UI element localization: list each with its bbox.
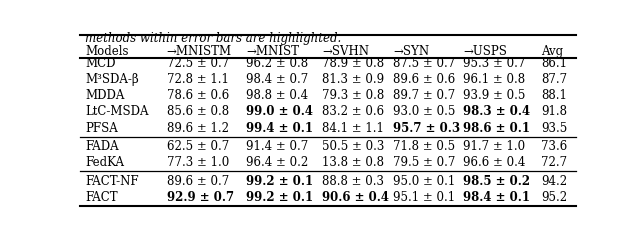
Text: 99.0 ± 0.4: 99.0 ± 0.4 <box>246 105 313 118</box>
Text: 13.8 ± 0.8: 13.8 ± 0.8 <box>322 156 384 169</box>
Text: M³SDA-β: M³SDA-β <box>85 73 139 85</box>
Text: FACT-NF: FACT-NF <box>85 174 139 187</box>
Text: →MNISTM: →MNISTM <box>167 45 232 58</box>
Text: 92.9 ± 0.7: 92.9 ± 0.7 <box>167 190 234 203</box>
Text: MDDA: MDDA <box>85 89 124 102</box>
Text: 95.0 ± 0.1: 95.0 ± 0.1 <box>394 174 456 187</box>
Text: 77.3 ± 1.0: 77.3 ± 1.0 <box>167 156 229 169</box>
Text: 93.9 ± 0.5: 93.9 ± 0.5 <box>463 89 525 102</box>
Text: methods within error bars are highlighted.: methods within error bars are highlighte… <box>85 32 341 45</box>
Text: PFSA: PFSA <box>85 121 118 134</box>
Text: Models: Models <box>85 45 129 58</box>
Text: MCD: MCD <box>85 56 115 69</box>
Text: 72.8 ± 1.1: 72.8 ± 1.1 <box>167 73 228 85</box>
Text: →SVHN: →SVHN <box>322 45 369 58</box>
Text: 91.7 ± 1.0: 91.7 ± 1.0 <box>463 139 525 153</box>
Text: 96.2 ± 0.8: 96.2 ± 0.8 <box>246 56 308 69</box>
Text: 95.1 ± 0.1: 95.1 ± 0.1 <box>394 190 456 203</box>
Text: 95.7 ± 0.3: 95.7 ± 0.3 <box>394 121 461 134</box>
Text: 85.6 ± 0.8: 85.6 ± 0.8 <box>167 105 229 118</box>
Text: 96.4 ± 0.2: 96.4 ± 0.2 <box>246 156 308 169</box>
Text: 86.1: 86.1 <box>541 56 567 69</box>
Text: 91.4 ± 0.7: 91.4 ± 0.7 <box>246 139 308 153</box>
Text: →USPS: →USPS <box>463 45 507 58</box>
Text: FACT: FACT <box>85 190 118 203</box>
Text: 62.5 ± 0.7: 62.5 ± 0.7 <box>167 139 229 153</box>
Text: 99.2 ± 0.1: 99.2 ± 0.1 <box>246 190 314 203</box>
Text: 98.6 ± 0.1: 98.6 ± 0.1 <box>463 121 530 134</box>
Text: 88.8 ± 0.3: 88.8 ± 0.3 <box>322 174 384 187</box>
Text: 72.5 ± 0.7: 72.5 ± 0.7 <box>167 56 229 69</box>
Text: 91.8: 91.8 <box>541 105 567 118</box>
Text: 81.3 ± 0.9: 81.3 ± 0.9 <box>322 73 384 85</box>
Text: 87.7: 87.7 <box>541 73 568 85</box>
Text: 93.5: 93.5 <box>541 121 568 134</box>
Text: 73.6: 73.6 <box>541 139 568 153</box>
Text: 87.5 ± 0.7: 87.5 ± 0.7 <box>394 56 456 69</box>
Text: LtC-MSDA: LtC-MSDA <box>85 105 148 118</box>
Text: 96.6 ± 0.4: 96.6 ± 0.4 <box>463 156 525 169</box>
Text: 72.7: 72.7 <box>541 156 568 169</box>
Text: 98.4 ± 0.7: 98.4 ± 0.7 <box>246 73 308 85</box>
Text: 96.1 ± 0.8: 96.1 ± 0.8 <box>463 73 525 85</box>
Text: 98.3 ± 0.4: 98.3 ± 0.4 <box>463 105 530 118</box>
Text: 98.8 ± 0.4: 98.8 ± 0.4 <box>246 89 308 102</box>
Text: 90.6 ± 0.4: 90.6 ± 0.4 <box>322 190 389 203</box>
Text: 99.4 ± 0.1: 99.4 ± 0.1 <box>246 121 313 134</box>
Text: →SYN: →SYN <box>394 45 429 58</box>
Text: 89.6 ± 1.2: 89.6 ± 1.2 <box>167 121 229 134</box>
Text: 89.6 ± 0.6: 89.6 ± 0.6 <box>394 73 456 85</box>
Text: 79.3 ± 0.8: 79.3 ± 0.8 <box>322 89 384 102</box>
Text: FedKA: FedKA <box>85 156 124 169</box>
Text: 95.3 ± 0.7: 95.3 ± 0.7 <box>463 56 525 69</box>
Text: 93.0 ± 0.5: 93.0 ± 0.5 <box>394 105 456 118</box>
Text: 84.1 ± 1.1: 84.1 ± 1.1 <box>322 121 384 134</box>
Text: 88.1: 88.1 <box>541 89 567 102</box>
Text: 98.4 ± 0.1: 98.4 ± 0.1 <box>463 190 530 203</box>
Text: 98.5 ± 0.2: 98.5 ± 0.2 <box>463 174 530 187</box>
Text: 79.5 ± 0.7: 79.5 ± 0.7 <box>394 156 456 169</box>
Text: 95.2: 95.2 <box>541 190 568 203</box>
Text: 71.8 ± 0.5: 71.8 ± 0.5 <box>394 139 456 153</box>
Text: 89.6 ± 0.7: 89.6 ± 0.7 <box>167 174 229 187</box>
Text: →MNIST: →MNIST <box>246 45 299 58</box>
Text: FADA: FADA <box>85 139 118 153</box>
Text: 99.2 ± 0.1: 99.2 ± 0.1 <box>246 174 314 187</box>
Text: 78.6 ± 0.6: 78.6 ± 0.6 <box>167 89 229 102</box>
Text: 89.7 ± 0.7: 89.7 ± 0.7 <box>394 89 456 102</box>
Text: 50.5 ± 0.3: 50.5 ± 0.3 <box>322 139 385 153</box>
Text: 78.9 ± 0.8: 78.9 ± 0.8 <box>322 56 384 69</box>
Text: 83.2 ± 0.6: 83.2 ± 0.6 <box>322 105 384 118</box>
Text: 94.2: 94.2 <box>541 174 568 187</box>
Text: Avg: Avg <box>541 45 563 58</box>
